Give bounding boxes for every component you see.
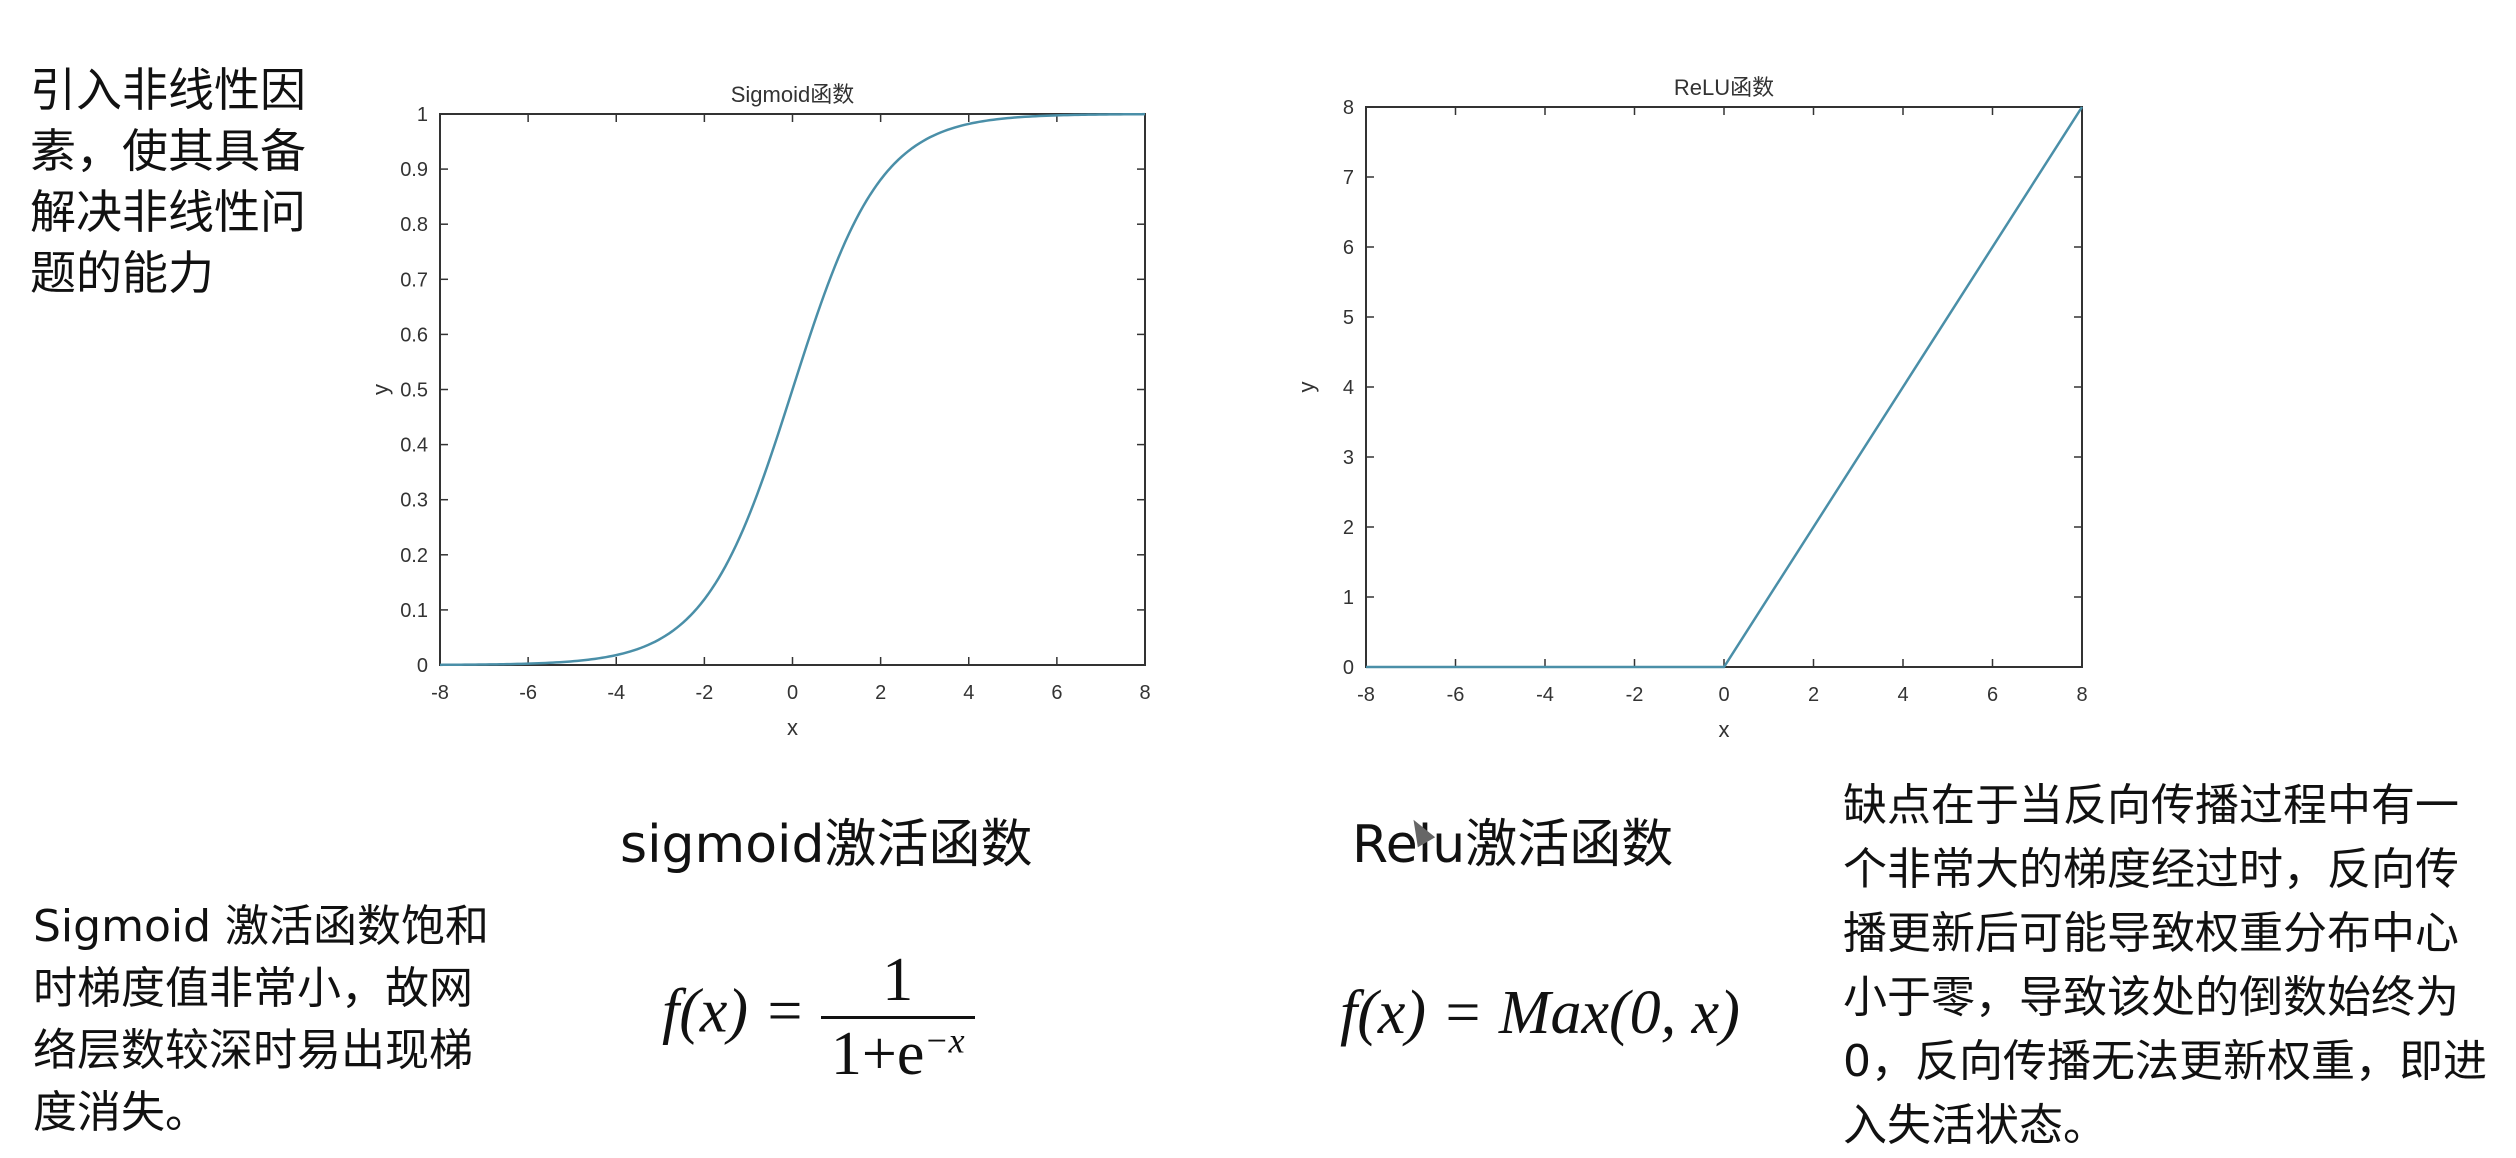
relu-ytick-label: 7 [1343,167,1354,189]
sigmoid-xtick-label: 8 [1139,682,1150,704]
sigmoid-ytick-label: 0.3 [400,490,428,512]
sigmoid-xtick-label: -2 [695,682,713,704]
sigmoid-xtick-label: -8 [431,682,449,704]
relu-ytick-label: 4 [1343,377,1354,399]
sigmoid-chart: -8 -6 -4 -2 0 2 4 6 8 0 0.1 0.2 0.3 0.4 0.5 0.6 0.7 0.8 0.… [368,82,1151,740]
relu-xtick-label: -2 [1626,684,1644,706]
sigmoid-formula-den-base: 1+e [830,1020,925,1088]
relu-xtick-label: -6 [1447,684,1465,706]
sigmoid-drawback-note: Sigmoid 激活函数饱和时梯度值非常小，故网络层数较深时易出现梯度消失。 [33,901,490,1138]
relu-drawback-note: 缺点在于当反向传播过程中有一个非常大的梯度经过时，反向传播更新后可能导致权重分布… [1843,780,2487,1151]
relu-ytick-label: 6 [1343,237,1354,259]
sigmoid-formula-denominator: 1+e−x [820,1016,975,1090]
sigmoid-caption: sigmoid激活函数 [620,815,1033,875]
sigmoid-formula-lhs: f(x) = [662,977,806,1046]
relu-title: ReLU函数 [1674,75,1774,100]
relu-xtick-label: 2 [1808,684,1819,706]
relu-xtick-label: 0 [1718,684,1729,706]
sigmoid-formula-numerator: 1 [882,946,914,1014]
relu-series-line [1366,106,2084,669]
sigmoid-xtick-label: 2 [875,682,886,704]
sigmoid-xlabel: x [787,715,798,740]
intro-note: 引入非线性因素，使其具备解决非线性问题的能力 [30,63,306,300]
sigmoid-ytick-label: 1 [417,104,428,126]
relu-xtick-label: 4 [1897,684,1908,706]
sigmoid-series-line [439,112,1146,667]
relu-plot-frame [1365,106,2083,668]
sigmoid-ytick-label: 0.5 [400,380,428,402]
sigmoid-xtick-label: -6 [519,682,537,704]
sigmoid-ytick-label: 0.7 [400,269,428,291]
sigmoid-ytick-label: 0.6 [400,324,428,346]
sigmoid-ylabel: y [368,384,393,395]
relu-ytick-label: 8 [1343,97,1354,119]
relu-ytick-label: 2 [1343,517,1354,539]
sigmoid-ytick-label: 0.9 [400,159,428,181]
relu-ytick-label: 3 [1343,447,1354,469]
relu-xtick-label: 8 [2076,684,2087,706]
sigmoid-xtick-label: 0 [787,682,798,704]
sigmoid-ytick-label: 0.1 [400,600,428,622]
sigmoid-ytick-label: 0.8 [400,214,428,236]
sigmoid-ytick-label: 0.4 [400,435,428,457]
relu-xtick-label: -8 [1357,684,1375,706]
relu-ytick-label: 1 [1343,587,1354,609]
sigmoid-ytick-label: 0 [417,655,428,677]
relu-caption: Relu激活函数 [1352,815,1674,875]
relu-chart: -8 -6 -4 -2 0 2 4 6 8 0 1 2 3 4 5 6 7 8 ReLU函数 x y [1300,75,2088,742]
relu-ytick-label: 0 [1343,657,1354,679]
sigmoid-xtick-label: -4 [607,682,625,704]
sigmoid-ytick-label: 0.2 [400,545,428,567]
sigmoid-formula-den-exp: −x [924,1020,965,1061]
relu-xtick-label: 6 [1987,684,1998,706]
sigmoid-formula-fraction: 1 1+e−x [820,945,975,1090]
relu-formula: f(x) = Max(0, x) [1340,979,1740,1047]
sigmoid-xtick-label: 6 [1051,682,1062,704]
sigmoid-title: Sigmoid函数 [731,82,854,107]
relu-ytick-label: 5 [1343,307,1354,329]
sigmoid-xtick-label: 4 [963,682,974,704]
relu-ylabel: y [1300,382,1319,393]
relu-xtick-label: -4 [1536,684,1554,706]
relu-xlabel: x [1719,717,1730,742]
sigmoid-formula: f(x) = 1 1+e−x [662,945,975,1090]
